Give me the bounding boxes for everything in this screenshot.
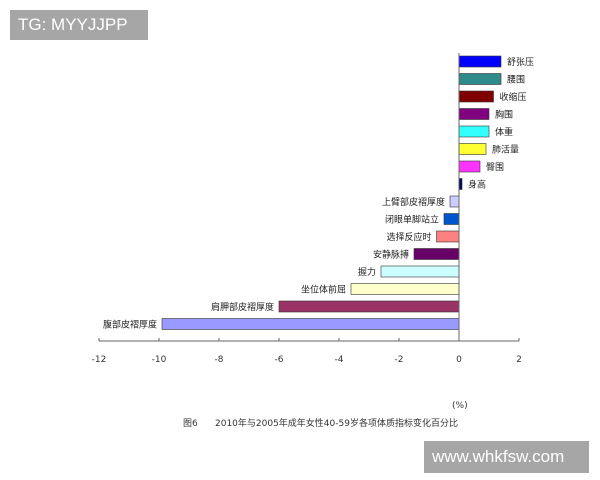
bar: [436, 230, 460, 243]
bar-label: 坐位体前屈: [301, 284, 346, 296]
bar: [458, 108, 490, 120]
x-tick-label: 0: [456, 355, 462, 365]
bar: [350, 283, 460, 295]
x-tick-label: -6: [275, 355, 284, 365]
bar-label: 肩胛部皮褶厚度: [211, 301, 274, 313]
bar-label: 身高: [468, 179, 486, 191]
bar: [458, 55, 502, 68]
bar-label: 安静脉搏: [373, 249, 409, 261]
bar: [443, 213, 460, 225]
bar-label: 肺活量: [492, 144, 519, 156]
x-tick-label: 2: [516, 355, 522, 365]
bar-label: 臀围: [486, 162, 504, 173]
watermark-bottom-right: www.whkfsw.com: [424, 441, 589, 473]
bar-label: 舒张压: [507, 56, 534, 68]
bar-label: 胸围: [495, 109, 513, 121]
bar: [449, 195, 460, 208]
bar-label: 选择反应时: [386, 231, 431, 243]
x-tick-label: -8: [215, 355, 224, 365]
bar: [161, 318, 460, 330]
bar: [413, 248, 460, 260]
bar-label: 上臂部皮褶厚度: [382, 196, 445, 208]
x-axis: -12 -10 -8 -6 -4 -2 0 2: [92, 53, 522, 365]
bar: [278, 300, 460, 313]
bar-label: 闭眼单脚站立: [385, 214, 439, 226]
x-tick-label: -12: [92, 355, 107, 365]
bar: [458, 90, 494, 103]
bar: [458, 160, 481, 173]
x-tick-label: -4: [335, 355, 344, 365]
bar-label: 收缩压: [500, 91, 527, 103]
x-tick-label: -10: [152, 355, 167, 365]
bar: [458, 73, 502, 85]
watermark-top-left: TG: MYYJJPP: [10, 10, 148, 40]
bar-label: 腰围: [507, 75, 525, 86]
x-tick-label: -2: [395, 355, 404, 365]
bar-label: 腹部皮褶厚度: [103, 319, 157, 331]
chart-caption: 2010年与2005年成年女性40-59岁各项体质指标变化百分比: [215, 417, 458, 429]
bar: [458, 125, 490, 138]
figure-number: 图6: [183, 418, 198, 429]
unit-label: (%): [452, 401, 468, 411]
bar: [458, 143, 487, 155]
bar-label: 体重: [495, 126, 513, 138]
bars: 舒张压腰围收缩压胸围体重肺活量臀围身高上臂部皮褶厚度闭眼单脚站立选择反应时安静脉…: [103, 55, 534, 331]
bar: [380, 265, 460, 278]
bar-label: 握力: [358, 266, 376, 278]
